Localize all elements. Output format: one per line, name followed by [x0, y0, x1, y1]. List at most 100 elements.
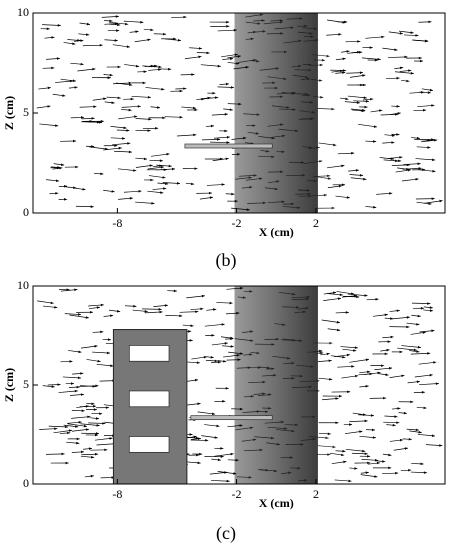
y-tick-label: 0 — [23, 205, 29, 219]
flow-arrow — [69, 314, 89, 319]
arrow-head — [403, 411, 407, 415]
arrow-head — [253, 30, 257, 34]
arrow-head — [91, 145, 95, 148]
arrow-head — [419, 59, 423, 63]
arrow-head — [126, 45, 130, 48]
arrow-head — [86, 22, 90, 26]
arrow-head — [342, 71, 346, 74]
arrow-head — [415, 428, 419, 432]
flow-arrow — [387, 56, 408, 58]
arrow-head — [333, 143, 337, 147]
arrow-head — [291, 92, 295, 95]
arrow-head — [306, 189, 310, 192]
arrow-head — [328, 359, 332, 363]
arrow-head — [304, 479, 308, 482]
arrow-head — [435, 382, 439, 385]
arrow-head — [399, 156, 403, 159]
arrow-head — [299, 17, 303, 20]
arrow-head — [76, 441, 80, 445]
arrow-head — [103, 97, 107, 101]
arrow-head — [256, 410, 260, 413]
x-axis-label: X (cm) — [259, 225, 294, 239]
flow-arrow — [259, 67, 279, 71]
flow-arrow — [177, 134, 197, 137]
flow-arrow — [267, 76, 287, 80]
flow-arrow — [402, 167, 422, 170]
flow-arrow — [347, 95, 367, 99]
arrow-head — [217, 360, 222, 364]
flow-arrow — [67, 423, 87, 427]
arrow-head — [217, 64, 221, 68]
arrow-head — [194, 378, 199, 382]
arrow-head — [342, 57, 346, 61]
arrow-head — [248, 476, 252, 479]
arrow-head — [422, 331, 426, 334]
arrow-head — [76, 437, 80, 441]
arrow-head — [272, 81, 276, 85]
arrow-head — [339, 293, 343, 297]
arrow-head — [439, 444, 443, 447]
arrow-head — [247, 366, 251, 369]
arrow-head — [73, 186, 77, 190]
arrow-head — [117, 96, 121, 100]
arrow-head — [209, 196, 213, 199]
arrow-head — [410, 400, 414, 404]
cylinder — [234, 13, 318, 213]
arrow-head — [388, 466, 392, 470]
arrow-head — [305, 307, 309, 310]
arrow-head — [208, 191, 212, 195]
arrow-head — [188, 330, 192, 333]
flow-arrow — [123, 20, 144, 23]
arrow-head — [93, 105, 97, 109]
arrow-head — [416, 136, 420, 140]
arrow-head — [279, 19, 283, 22]
flow-arrow — [278, 128, 299, 132]
arrow-head — [249, 353, 253, 356]
flow-arrow — [349, 420, 368, 422]
arrow-head — [391, 134, 396, 137]
arrow-head — [221, 183, 225, 186]
arrow-head — [361, 109, 365, 113]
arrow-head — [420, 306, 424, 310]
arrow-head — [302, 310, 307, 314]
arrow-head — [190, 182, 195, 186]
flow-arrow — [247, 202, 266, 204]
arrow-head — [55, 192, 59, 195]
arrow-head — [417, 345, 421, 349]
arrow-head — [354, 467, 358, 470]
arrow-head — [316, 389, 320, 393]
x-tick-label: 2 — [313, 216, 319, 230]
arrow-head — [397, 112, 401, 115]
arrow-head — [420, 462, 424, 466]
arrow-head — [399, 32, 403, 35]
arrow-head — [47, 86, 51, 90]
flow-arrow — [214, 453, 234, 457]
arrow-head — [428, 20, 432, 24]
arrow-head — [163, 32, 167, 36]
cylinder — [234, 286, 318, 484]
arrow-head — [140, 20, 144, 24]
arrow-head — [89, 310, 93, 314]
arrow-head — [291, 429, 295, 433]
arrow-head — [51, 66, 55, 70]
arrow-head — [354, 346, 358, 349]
arrow-head — [162, 176, 166, 179]
arrow-head — [156, 106, 161, 109]
arrow-head — [404, 55, 408, 59]
arrow-head — [123, 126, 127, 130]
arrow-head — [276, 180, 280, 183]
arrow-head — [337, 297, 341, 301]
arrow-head — [398, 159, 402, 163]
arrow-head — [396, 133, 400, 136]
arrow-head — [91, 117, 95, 120]
arrow-head — [396, 105, 400, 108]
arrow-head — [193, 133, 197, 137]
arrow-head — [291, 202, 295, 206]
flow-arrow — [118, 115, 138, 120]
arrow-head — [309, 146, 313, 149]
arrow-head — [439, 199, 443, 203]
arrow-head — [367, 370, 371, 374]
arrow-head — [239, 407, 243, 411]
flow-arrow — [347, 293, 368, 297]
arrow-head — [217, 138, 221, 141]
